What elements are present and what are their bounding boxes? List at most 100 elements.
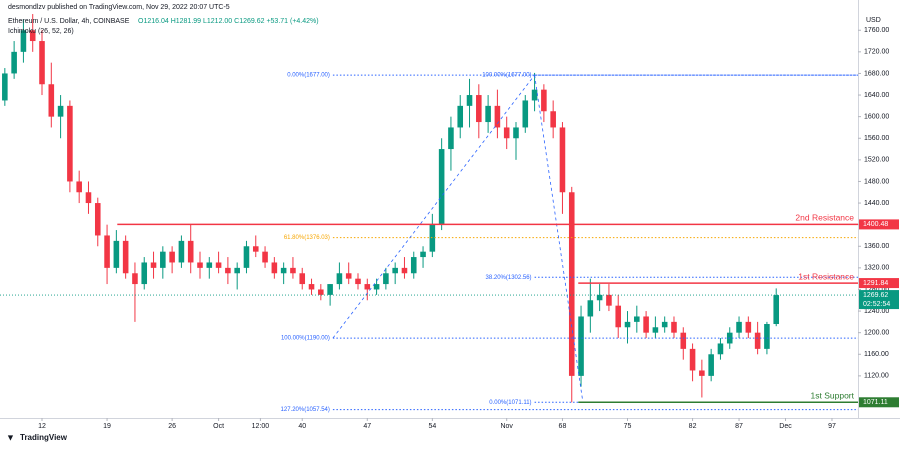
candle-body bbox=[476, 95, 482, 123]
candle-body bbox=[290, 267, 296, 274]
x-tick-label: 75 bbox=[624, 423, 632, 430]
candle-body bbox=[215, 262, 222, 268]
candle-body bbox=[596, 294, 603, 301]
candle-body bbox=[736, 321, 742, 333]
y-tick-label: 1480.00 bbox=[864, 178, 889, 185]
candle-body bbox=[39, 41, 45, 85]
candle-body bbox=[764, 324, 770, 349]
candle-body bbox=[568, 192, 575, 376]
fib-label: 0.00%(1071.11) bbox=[489, 400, 531, 406]
x-tick-label: 82 bbox=[689, 423, 697, 430]
candle-body bbox=[364, 284, 371, 290]
candle-body bbox=[708, 354, 714, 376]
candle-body bbox=[57, 105, 64, 117]
y-tick-label: 1200.00 bbox=[864, 330, 889, 337]
ohlc: O1216.04 H1281.99 L1212.00 C1269.62 +53.… bbox=[138, 18, 319, 25]
candle-body bbox=[336, 273, 343, 285]
candle-body bbox=[392, 267, 398, 274]
candle-body bbox=[104, 235, 110, 268]
plot bbox=[2, 14, 780, 403]
candle-body bbox=[578, 316, 584, 376]
candle-body bbox=[271, 262, 278, 274]
x-tick-label: 19 bbox=[103, 423, 111, 430]
x-tick-label: Dec bbox=[779, 423, 792, 430]
candle-body bbox=[466, 95, 473, 106]
candle-body bbox=[48, 84, 55, 117]
candle-body bbox=[531, 89, 538, 101]
candle-body bbox=[373, 284, 380, 290]
x-tick-label: Nov bbox=[500, 423, 513, 430]
last-price: 1269.62 bbox=[863, 292, 888, 299]
candle-body bbox=[225, 267, 231, 274]
level-price-box bbox=[859, 397, 899, 408]
candle-body bbox=[587, 300, 594, 317]
y-tick-label: 1240.00 bbox=[864, 308, 889, 315]
candle-body bbox=[308, 284, 315, 290]
y-tick-label: 1320.00 bbox=[864, 265, 889, 272]
symbol: Ethereum / U.S. Dollar, 4h, COINBASE bbox=[8, 18, 130, 25]
candle-body bbox=[252, 246, 259, 252]
candle-body bbox=[652, 327, 659, 333]
y-tick-label: 1160.00 bbox=[864, 351, 889, 358]
candle-body bbox=[420, 251, 426, 258]
candle-body bbox=[94, 203, 101, 236]
candle-body bbox=[457, 105, 464, 128]
candle-body bbox=[262, 251, 268, 263]
y-tick-label: 1760.00 bbox=[864, 27, 889, 34]
y-tick-label: 1560.00 bbox=[864, 135, 889, 142]
x-tick-label: 12 bbox=[38, 423, 46, 430]
level-price-box bbox=[859, 278, 899, 289]
candle-body bbox=[29, 30, 36, 42]
candle-body bbox=[2, 73, 8, 101]
candle-body bbox=[178, 240, 185, 263]
level-name: 1st Support bbox=[811, 391, 855, 401]
fib-label: 0.00%(1677.00) bbox=[287, 73, 330, 79]
candle-body bbox=[355, 278, 361, 285]
candle-body bbox=[141, 262, 148, 285]
candle-body bbox=[206, 262, 213, 268]
candle-body bbox=[429, 224, 436, 252]
candle-body bbox=[745, 321, 752, 333]
candle-body bbox=[187, 240, 194, 263]
candle-body bbox=[299, 273, 306, 285]
y-tick-label: 1680.00 bbox=[864, 70, 889, 77]
x-tick-label: 47 bbox=[363, 423, 371, 430]
trend-line bbox=[534, 75, 584, 403]
candle-body bbox=[513, 127, 519, 139]
axis-unit: USD bbox=[866, 17, 881, 24]
candle-body bbox=[448, 127, 454, 150]
candle-body bbox=[754, 332, 761, 349]
candle-body bbox=[20, 30, 27, 52]
trend-line bbox=[332, 74, 535, 339]
candle-body bbox=[169, 251, 175, 263]
candle-body bbox=[243, 246, 250, 268]
candle-body bbox=[559, 127, 566, 193]
level-price: 1291.84 bbox=[863, 280, 888, 287]
candle-body bbox=[280, 267, 287, 274]
level-name: 2nd Resistance bbox=[795, 213, 854, 223]
candle-body bbox=[438, 149, 445, 225]
candle-body bbox=[234, 267, 240, 274]
fib-label: 127.20%(1057.54) bbox=[281, 407, 330, 413]
candle-body bbox=[327, 284, 333, 295]
y-tick-label: 1120.00 bbox=[864, 373, 889, 380]
x-tick-label: 26 bbox=[168, 423, 176, 430]
x-tick-label: 40 bbox=[298, 423, 306, 430]
countdown: 02:52:54 bbox=[863, 301, 890, 308]
brand-logo: ▼ bbox=[6, 432, 15, 442]
level-price: 1071.11 bbox=[863, 399, 888, 406]
candle-body bbox=[160, 251, 166, 268]
published-note: desmondlzv published on TradingView.com,… bbox=[8, 4, 230, 11]
candle-body bbox=[122, 240, 129, 274]
candle-body bbox=[67, 105, 73, 182]
brand: TradingView bbox=[20, 433, 68, 442]
y-tick-label: 1520.00 bbox=[864, 157, 889, 164]
candle-body bbox=[197, 262, 203, 268]
candle-body bbox=[494, 105, 501, 128]
fib-label: 100.00%(1190.00) bbox=[281, 336, 330, 342]
candle-body bbox=[661, 321, 668, 328]
candle-body bbox=[689, 348, 696, 371]
candle-body bbox=[717, 343, 724, 355]
